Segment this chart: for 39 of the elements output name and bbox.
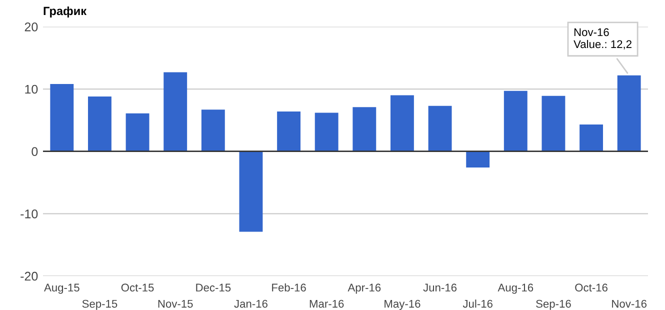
x-tick-label: Jan-16	[234, 300, 268, 308]
x-tick-label: Dec-15	[196, 284, 231, 292]
x-tick-label: Feb-16	[272, 283, 306, 292]
bar	[390, 95, 414, 152]
bar	[352, 107, 376, 152]
y-tick-label: 10	[25, 84, 38, 94]
x-tick-label: Aug-15	[44, 284, 80, 294]
x-tick-label: Mar-16	[310, 300, 344, 308]
x-tick-label: Jun-16	[423, 284, 457, 292]
x-tick-label: Aug-16	[498, 284, 534, 294]
x-tick-label: Nov-15	[158, 300, 193, 308]
x-tick-label: Jul-16	[462, 300, 492, 308]
x-tick-label: May-16	[384, 300, 420, 310]
x-tick-label: Nov-16	[612, 300, 647, 308]
y-tick-label: 20	[24, 22, 38, 32]
bar	[201, 110, 225, 152]
y-tick-label: -10	[20, 209, 38, 218]
chart-title: График	[44, 6, 87, 18]
bar	[277, 111, 301, 152]
bar	[239, 151, 263, 232]
x-tick-label: Sep-16	[536, 300, 571, 310]
bar	[164, 72, 188, 152]
bar	[580, 124, 604, 152]
x-tick-label: Apr-16	[348, 284, 381, 294]
y-tick-label: -20	[20, 272, 38, 281]
bar	[314, 112, 338, 152]
y-tick-label: 0	[32, 147, 38, 156]
bar	[88, 96, 112, 152]
bar	[50, 84, 74, 152]
x-tick-label: Oct-16	[575, 284, 608, 292]
bar	[466, 151, 490, 168]
x-tick-label: Sep-15	[82, 300, 118, 310]
bar	[542, 96, 566, 152]
bar	[126, 113, 150, 152]
bar	[504, 90, 528, 152]
bar	[617, 75, 641, 152]
bar	[428, 106, 452, 152]
annotation: Nov-16 Value.: 12,2	[574, 28, 632, 50]
x-tick-label: Oct-15	[121, 284, 154, 292]
